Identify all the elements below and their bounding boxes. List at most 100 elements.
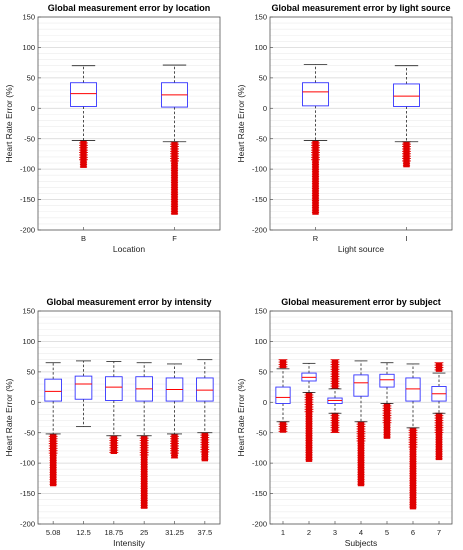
- outlier-band: [110, 435, 118, 455]
- outlier-band: [140, 435, 148, 509]
- y-tick-label: -100: [252, 165, 267, 174]
- box-7: [431, 362, 447, 461]
- y-tick-label: 50: [27, 73, 35, 82]
- x-tick-label: B: [81, 234, 86, 243]
- box-4: [353, 360, 369, 487]
- outliers-low: [200, 432, 210, 462]
- y-tick-label: -150: [20, 195, 35, 204]
- grid-lines: [38, 16, 220, 231]
- outlier-band: [279, 421, 287, 433]
- x-tick-label: 12.5: [76, 528, 91, 537]
- y-axis-label: Heart Rate Error (%): [236, 84, 246, 162]
- box-1: [70, 65, 97, 168]
- y-tick-label: 50: [259, 73, 267, 82]
- y-tick-label: 0: [263, 398, 267, 407]
- x-axis-label: Location: [113, 244, 145, 254]
- box-6: [196, 359, 214, 462]
- x-tick-label: 37.5: [198, 528, 213, 537]
- outliers-low: [434, 412, 444, 461]
- y-tick-label: -100: [20, 165, 35, 174]
- y-tick-label: 0: [263, 104, 267, 113]
- box-3: [105, 361, 123, 455]
- chart-title: Global measurement error by light source: [271, 3, 450, 13]
- box-3: [327, 359, 343, 433]
- outliers-low: [382, 403, 392, 439]
- x-tick-label: 3: [333, 528, 337, 537]
- plot-frame: [269, 310, 453, 525]
- y-tick-label: -50: [256, 134, 267, 143]
- outliers-low: [356, 421, 366, 487]
- box-iqr: [74, 375, 93, 400]
- x-tick-label: 18.75: [104, 528, 123, 537]
- box-2: [301, 362, 317, 462]
- y-tick-label: 100: [254, 43, 267, 52]
- box-2: [393, 65, 420, 168]
- outlier-band: [312, 140, 319, 215]
- box-iqr: [70, 82, 97, 107]
- outliers-low: [330, 412, 340, 433]
- grid-lines: [270, 16, 452, 231]
- y-tick-label: 100: [22, 43, 35, 52]
- grid-lines: [270, 310, 452, 525]
- outlier-band: [279, 359, 287, 369]
- grid-lines: [38, 310, 220, 525]
- plot-frame: [37, 310, 221, 525]
- x-tick-label: 1: [281, 528, 285, 537]
- y-axis-label: Heart Rate Error (%): [236, 378, 246, 456]
- box-iqr: [405, 377, 421, 402]
- x-tick-label: 31.25: [165, 528, 184, 537]
- x-tick-label: I: [405, 234, 407, 243]
- x-tick-label: R: [313, 234, 319, 243]
- outliers-low: [408, 427, 418, 510]
- y-tick-label: 150: [22, 13, 35, 22]
- box-iqr: [302, 82, 329, 107]
- y-tick-label: 0: [31, 398, 35, 407]
- box-iqr: [44, 378, 62, 402]
- x-tick-label: F: [172, 234, 177, 243]
- box-2: [161, 64, 188, 215]
- box-5: [379, 362, 395, 439]
- outliers-high: [278, 359, 288, 369]
- box-iqr: [275, 386, 291, 404]
- y-tick-label: 100: [22, 337, 35, 346]
- y-tick-label: -200: [252, 520, 267, 529]
- outliers-high: [330, 359, 340, 389]
- outliers-low: [48, 433, 58, 487]
- outliers-high: [434, 362, 444, 372]
- y-tick-label: -150: [20, 489, 35, 498]
- y-tick-label: -50: [256, 428, 267, 437]
- box-iqr: [353, 374, 369, 397]
- box-iqr: [393, 83, 420, 107]
- y-axis-label: Heart Rate Error (%): [4, 378, 14, 456]
- x-tick-label: 7: [437, 528, 441, 537]
- plot-frame: [37, 16, 221, 231]
- outlier-band: [383, 403, 391, 439]
- x-tick-label: 4: [359, 528, 363, 537]
- y-tick-label: 150: [254, 13, 267, 22]
- y-tick-label: 150: [22, 307, 35, 316]
- y-axis-label: Heart Rate Error (%): [4, 84, 14, 162]
- y-tick-label: -50: [24, 134, 35, 143]
- outlier-band: [357, 421, 365, 487]
- x-tick-label: 25: [140, 528, 148, 537]
- y-tick-label: -100: [20, 459, 35, 468]
- outliers-low: [170, 141, 179, 215]
- outliers-low: [139, 435, 149, 509]
- y-tick-label: -200: [20, 520, 35, 529]
- chart-title: Global measurement error by intensity: [46, 297, 211, 307]
- x-axis-label: Light source: [338, 244, 385, 254]
- box-2: [74, 360, 93, 428]
- box-iqr: [105, 376, 123, 401]
- x-tick-label: 5: [385, 528, 389, 537]
- y-tick-label: -200: [252, 226, 267, 235]
- x-axis-label: Subjects: [345, 538, 378, 548]
- y-tick-label: 100: [254, 337, 267, 346]
- outliers-low: [402, 141, 411, 168]
- box-5: [165, 363, 184, 459]
- x-tick-label: 6: [411, 528, 415, 537]
- chart-panel-4: 150 100 50 0 -50 -100 -150 -200 1 2 3 4 5 6 7 Global me…: [236, 297, 453, 548]
- x-tick-label: 2: [307, 528, 311, 537]
- y-tick-label: -150: [252, 195, 267, 204]
- plot-frame: [269, 16, 453, 231]
